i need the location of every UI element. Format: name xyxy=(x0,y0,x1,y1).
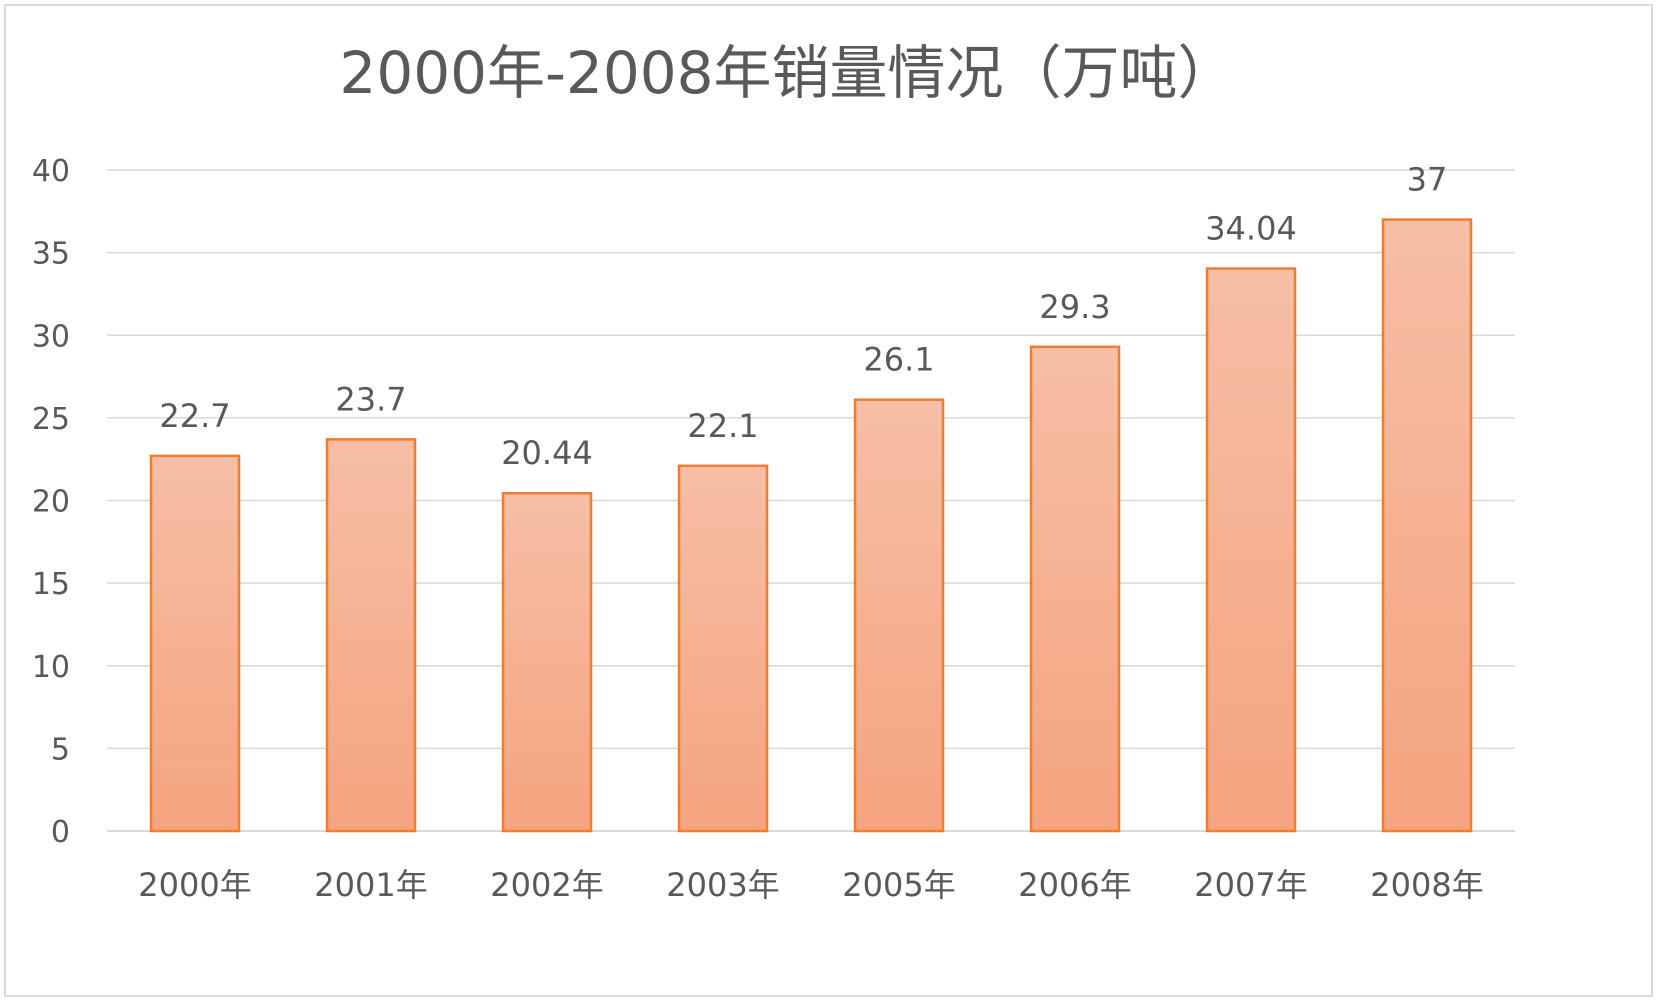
bar-5 xyxy=(1029,345,1121,833)
bar-7 xyxy=(1381,218,1473,833)
x-axis-category-labels: 2000年 2001年 2002年 2003年 2005年 2006年 2007年 2008年 xyxy=(138,866,1483,904)
bar-3 xyxy=(677,464,769,833)
chart-title: 2000年-2008年销量情况（万吨） xyxy=(339,39,1236,107)
y-tick-label: 25 xyxy=(32,402,70,437)
data-label-0: 22.7 xyxy=(159,397,230,435)
category-label-2: 2002年 xyxy=(490,866,603,904)
y-tick-label: 0 xyxy=(51,815,70,850)
y-tick-label: 5 xyxy=(51,732,70,767)
y-axis-tick-labels: 0 5 10 15 20 25 30 35 40 xyxy=(32,154,70,850)
category-label-4: 2005年 xyxy=(842,866,955,904)
y-tick-label: 10 xyxy=(32,650,70,685)
data-labels: 22.7 23.7 20.44 22.1 26.1 29.3 34.04 37 xyxy=(159,161,1447,473)
bar-2 xyxy=(501,491,593,833)
y-tick-label: 30 xyxy=(32,319,70,354)
bar-1 xyxy=(325,438,417,833)
y-tick-label: 40 xyxy=(32,154,70,189)
y-tick-label: 35 xyxy=(32,237,70,272)
y-tick-label: 20 xyxy=(32,485,70,520)
category-label-1: 2001年 xyxy=(314,866,427,904)
data-label-2: 20.44 xyxy=(501,434,593,472)
data-label-4: 26.1 xyxy=(863,341,934,379)
category-label-5: 2006年 xyxy=(1018,866,1131,904)
gridlines xyxy=(107,169,1515,832)
data-label-5: 29.3 xyxy=(1039,288,1110,326)
y-tick-label: 15 xyxy=(32,567,70,602)
bar-6 xyxy=(1205,267,1297,833)
data-label-1: 23.7 xyxy=(335,380,406,418)
data-label-3: 22.1 xyxy=(687,407,758,445)
category-label-6: 2007年 xyxy=(1194,866,1307,904)
category-label-3: 2003年 xyxy=(666,866,779,904)
category-label-0: 2000年 xyxy=(138,866,251,904)
bar-0 xyxy=(149,454,241,833)
category-label-7: 2008年 xyxy=(1370,866,1483,904)
bar-4 xyxy=(853,398,945,833)
data-label-6: 34.04 xyxy=(1205,209,1297,247)
data-label-7: 37 xyxy=(1407,161,1448,199)
bars xyxy=(149,218,1473,833)
